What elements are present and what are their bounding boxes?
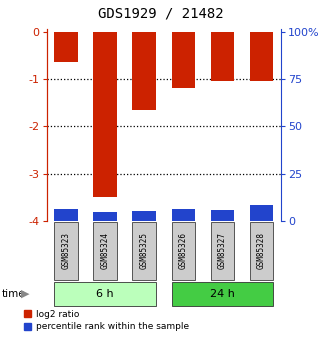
Bar (171, 32, 195, 88)
Text: GSM85325: GSM85325 (140, 233, 149, 269)
Bar (54, 32, 78, 62)
FancyBboxPatch shape (211, 222, 234, 280)
Text: 24 h: 24 h (210, 289, 235, 298)
Text: GSM85327: GSM85327 (218, 233, 227, 269)
Bar (54, 208, 78, 221)
FancyBboxPatch shape (171, 222, 195, 280)
FancyBboxPatch shape (133, 222, 156, 280)
Bar (250, 205, 273, 221)
Text: GSM85323: GSM85323 (62, 233, 71, 269)
Bar (133, 211, 156, 221)
Text: GSM85326: GSM85326 (179, 233, 188, 269)
Bar (250, 32, 273, 81)
Legend: log2 ratio, percentile rank within the sample: log2 ratio, percentile rank within the s… (24, 310, 189, 331)
FancyBboxPatch shape (93, 222, 117, 280)
FancyBboxPatch shape (250, 222, 273, 280)
Bar (171, 209, 195, 221)
FancyBboxPatch shape (54, 222, 78, 280)
Bar (211, 210, 234, 221)
Text: time: time (2, 289, 25, 299)
Text: GSM85324: GSM85324 (100, 233, 110, 269)
FancyBboxPatch shape (54, 283, 156, 306)
Bar (93, 212, 117, 221)
Bar (93, 32, 117, 197)
Text: ▶: ▶ (21, 289, 29, 299)
Bar (211, 32, 234, 81)
Text: GSM85328: GSM85328 (257, 233, 266, 269)
Text: 6 h: 6 h (96, 289, 114, 298)
Text: GDS1929 / 21482: GDS1929 / 21482 (98, 7, 223, 21)
FancyBboxPatch shape (171, 283, 273, 306)
Bar (133, 32, 156, 110)
